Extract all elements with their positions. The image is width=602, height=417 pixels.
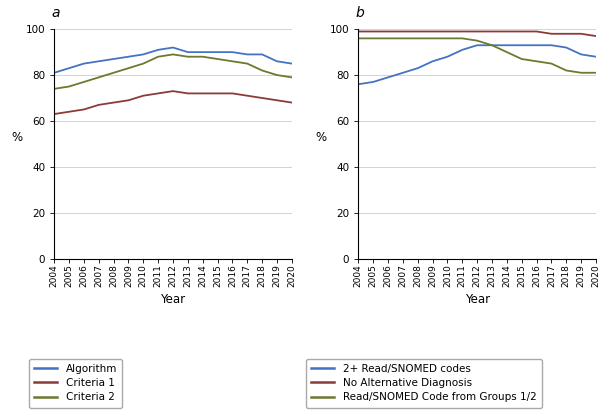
Y-axis label: %: % [316, 131, 327, 144]
Y-axis label: %: % [11, 131, 23, 144]
X-axis label: Year: Year [465, 293, 489, 306]
Text: a: a [52, 6, 60, 20]
Legend: Algorithm, Criteria 1, Criteria 2: Algorithm, Criteria 1, Criteria 2 [29, 359, 122, 408]
Text: b: b [356, 6, 365, 20]
X-axis label: Year: Year [161, 293, 185, 306]
Legend: 2+ Read/SNOMED codes, No Alternative Diagnosis, Read/SNOMED Code from Groups 1/2: 2+ Read/SNOMED codes, No Alternative Dia… [306, 359, 542, 408]
